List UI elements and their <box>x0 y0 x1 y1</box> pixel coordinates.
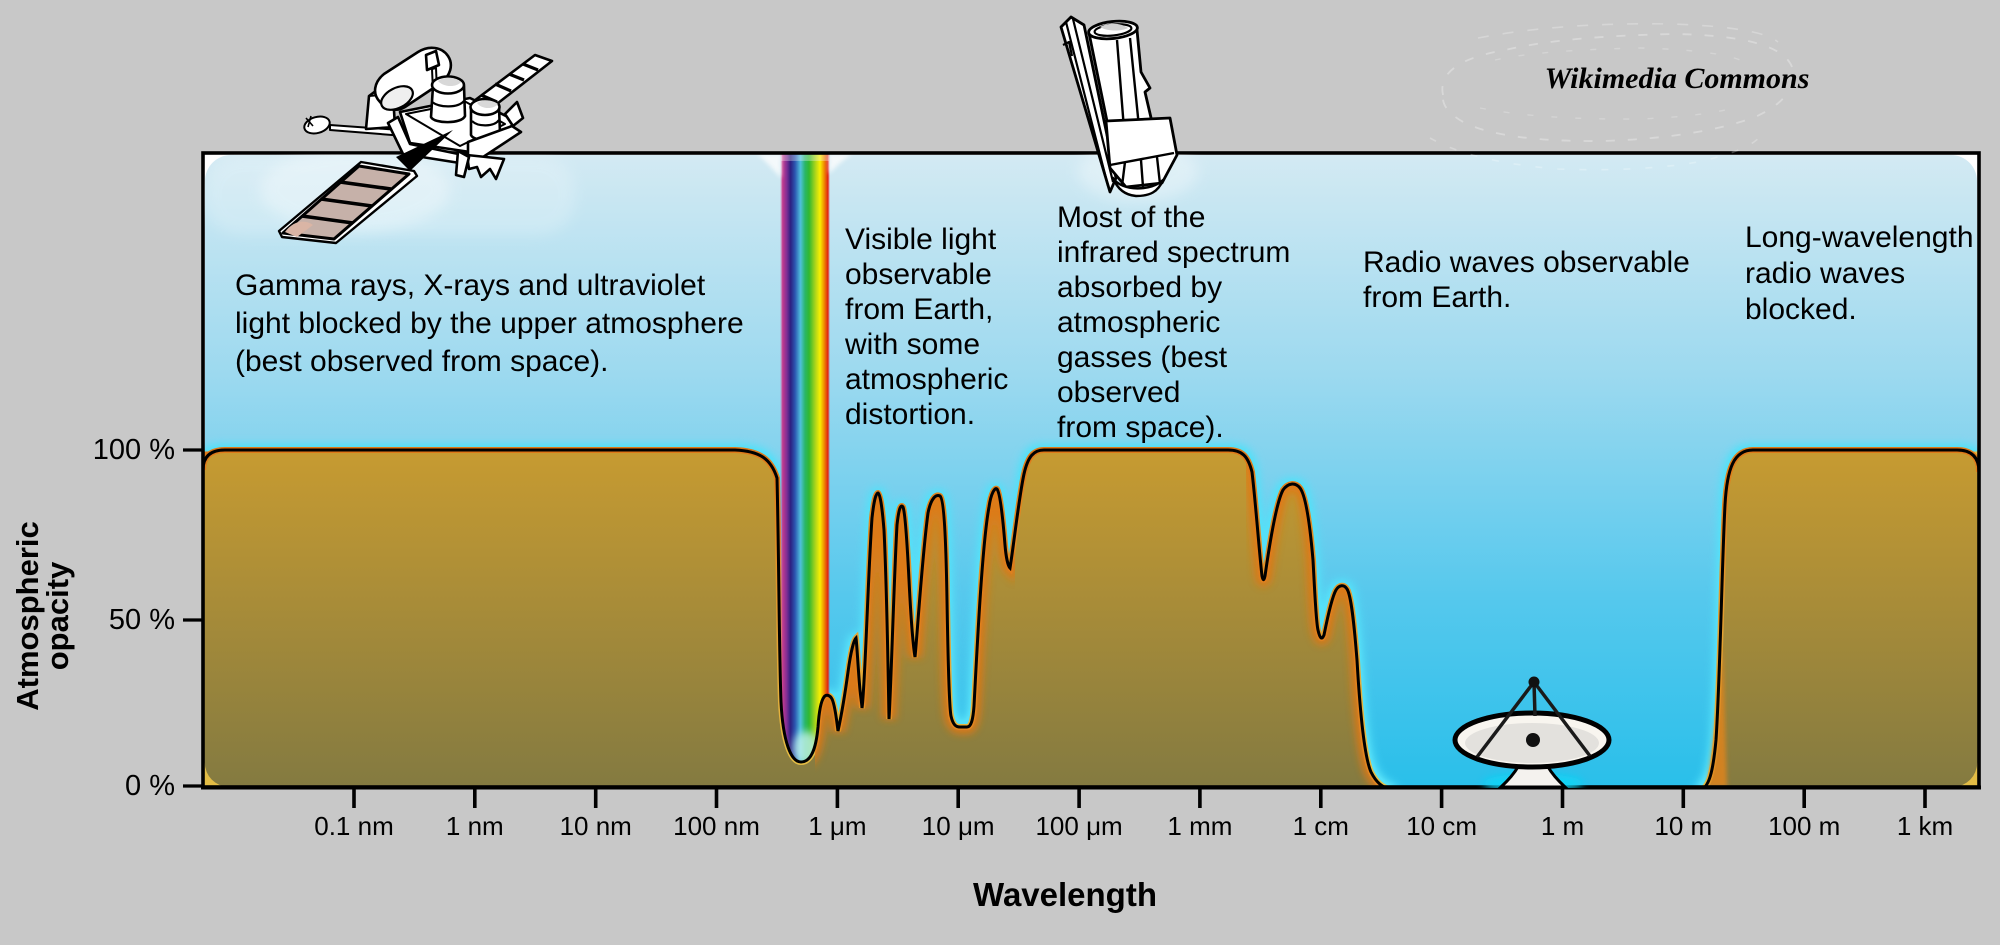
svg-text:1 m: 1 m <box>1541 811 1584 841</box>
svg-text:infrared spectrum: infrared spectrum <box>1057 236 1290 269</box>
svg-text:Atmospheric: Atmospheric <box>10 521 45 710</box>
svg-text:10 m: 10 m <box>1654 811 1712 841</box>
svg-text:with some: with some <box>844 328 980 361</box>
svg-text:Visible light: Visible light <box>845 223 997 256</box>
svg-text:gasses (best: gasses (best <box>1057 341 1228 374</box>
svg-text:100 μm: 100 μm <box>1035 811 1122 841</box>
svg-text:(best observed from space).: (best observed from space). <box>235 345 609 378</box>
svg-text:observed: observed <box>1057 376 1180 409</box>
svg-text:from space).: from space). <box>1057 411 1224 444</box>
svg-text:atmospheric: atmospheric <box>845 363 1008 396</box>
svg-text:1 μm: 1 μm <box>808 811 866 841</box>
svg-text:from Earth,: from Earth, <box>845 293 993 326</box>
svg-text:opacity: opacity <box>40 561 75 670</box>
svg-text:atmospheric: atmospheric <box>1057 306 1220 339</box>
svg-text:0.1 nm: 0.1 nm <box>314 811 394 841</box>
svg-text:Wikimedia Commons: Wikimedia Commons <box>1545 62 1810 95</box>
svg-text:observable: observable <box>845 258 992 291</box>
svg-text:distortion.: distortion. <box>845 398 975 431</box>
svg-text:blocked.: blocked. <box>1745 293 1857 326</box>
svg-text:0 %: 0 % <box>125 770 175 802</box>
svg-text:1 cm: 1 cm <box>1293 811 1349 841</box>
svg-text:10 μm: 10 μm <box>922 811 995 841</box>
svg-text:light blocked by the upper atm: light blocked by the upper atmosphere <box>235 307 744 340</box>
svg-text:Wavelength: Wavelength <box>973 876 1157 913</box>
svg-text:1 mm: 1 mm <box>1167 811 1232 841</box>
svg-text:50 %: 50 % <box>109 604 175 636</box>
svg-text:Radio waves observable: Radio waves observable <box>1363 246 1690 279</box>
svg-text:10 nm: 10 nm <box>560 811 632 841</box>
svg-text:Long-wavelength: Long-wavelength <box>1745 221 1974 254</box>
svg-text:Gamma rays, X-rays and ultravi: Gamma rays, X-rays and ultraviolet <box>235 269 706 302</box>
svg-text:from Earth.: from Earth. <box>1363 281 1511 314</box>
svg-text:1 km: 1 km <box>1897 811 1953 841</box>
svg-text:radio waves: radio waves <box>1745 257 1905 290</box>
svg-text:100 nm: 100 nm <box>673 811 760 841</box>
svg-text:100 %: 100 % <box>93 434 175 466</box>
svg-text:absorbed by: absorbed by <box>1057 271 1222 304</box>
svg-text:100 m: 100 m <box>1768 811 1840 841</box>
svg-text:1 nm: 1 nm <box>446 811 504 841</box>
svg-text:10 cm: 10 cm <box>1406 811 1477 841</box>
svg-text:Most of the: Most of the <box>1057 201 1205 234</box>
